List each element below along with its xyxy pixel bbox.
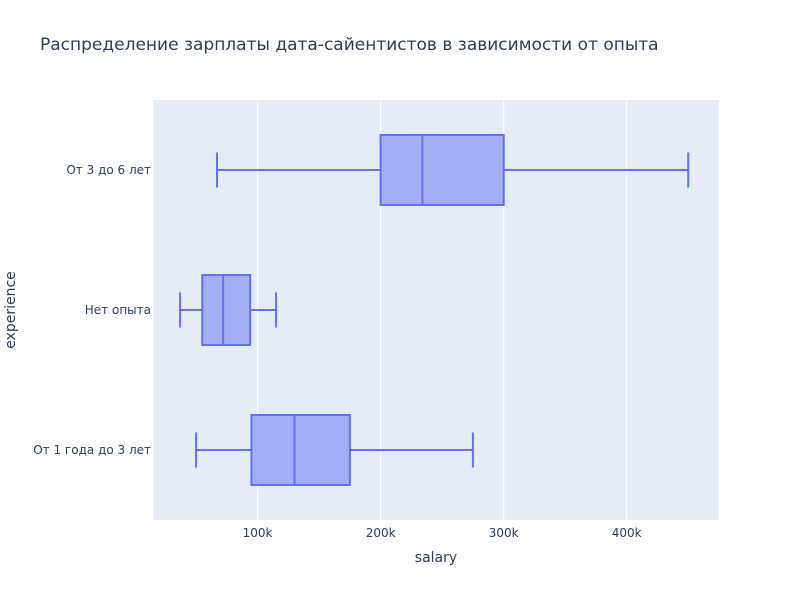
box-trace <box>179 274 278 346</box>
iqr-box <box>379 134 505 206</box>
iqr-box <box>250 414 351 486</box>
y-axis-title: experience <box>3 271 19 349</box>
x-tick-labels: 100k 200k 300k 400k <box>243 526 642 540</box>
x-tick-label: 200k <box>366 526 396 540</box>
chart-title: Распределение зарплаты дата-сайентистов … <box>40 35 659 55</box>
y-tick-label: Нет опыта <box>85 303 151 317</box>
y-tick-label: От 3 до 6 лет <box>66 163 151 177</box>
boxes <box>179 134 690 486</box>
box-trace <box>195 414 474 486</box>
x-axis-title: salary <box>415 550 457 566</box>
y-tick-label: От 1 года до 3 лет <box>33 443 151 457</box>
iqr-box <box>201 274 252 346</box>
x-tick-label: 400k <box>612 526 642 540</box>
box-trace <box>215 134 690 206</box>
x-tick-label: 100k <box>243 526 273 540</box>
x-tick-label: 300k <box>489 526 519 540</box>
y-tick-labels: От 3 до 6 лет Нет опыта От 1 года до 3 лет <box>33 163 151 457</box>
